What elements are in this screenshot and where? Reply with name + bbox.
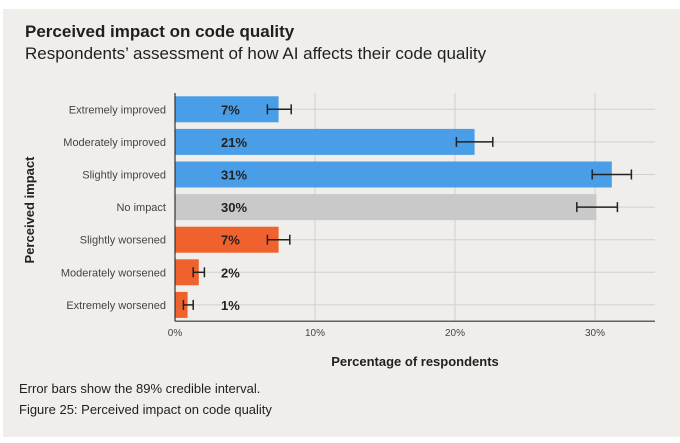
bar	[175, 291, 188, 318]
bar	[175, 194, 597, 221]
figure-caption: Figure 25: Perceived impact on code qual…	[19, 402, 272, 417]
chart-title: Perceived impact on code quality	[25, 22, 295, 41]
chart-panel	[3, 9, 680, 437]
bar	[175, 128, 475, 155]
y-tick-label: Extremely improved	[69, 104, 166, 116]
x-axis-title: Percentage of respondents	[331, 354, 499, 369]
y-tick-label: Slightly improved	[82, 170, 166, 182]
data-label: 7%	[221, 102, 240, 117]
y-tick-label: No impact	[116, 202, 166, 214]
footnote: Error bars show the 89% credible interva…	[19, 381, 261, 396]
y-tick-label: Extremely worsened	[66, 300, 166, 312]
chart-subtitle: Respondents’ assessment of how AI affect…	[25, 44, 487, 63]
x-tick-label: 0%	[168, 328, 183, 339]
data-label: 2%	[221, 265, 240, 280]
data-label: 21%	[221, 135, 247, 150]
bar	[175, 161, 612, 188]
bar	[175, 96, 279, 123]
y-axis-title: Perceived impact	[22, 156, 37, 264]
bar	[175, 226, 279, 253]
y-tick-label: Moderately worsened	[61, 267, 166, 279]
data-label: 1%	[221, 298, 240, 313]
bar	[175, 259, 199, 286]
x-tick-label: 30%	[585, 328, 605, 339]
data-label: 7%	[221, 233, 240, 248]
y-tick-label: Moderately improved	[63, 137, 166, 149]
x-tick-label: 10%	[305, 328, 325, 339]
x-tick-label: 20%	[445, 328, 465, 339]
y-tick-label: Slightly worsened	[80, 235, 166, 247]
data-label: 30%	[221, 200, 247, 215]
data-label: 31%	[221, 168, 247, 183]
